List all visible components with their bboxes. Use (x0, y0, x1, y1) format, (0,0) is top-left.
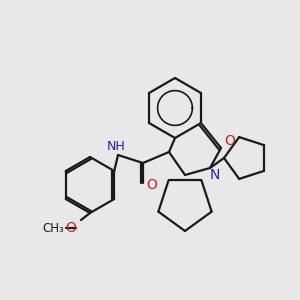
Text: O: O (147, 178, 158, 192)
Text: O: O (66, 221, 76, 235)
Text: CH₃: CH₃ (42, 221, 64, 235)
Text: N: N (210, 168, 220, 182)
Text: NH: NH (106, 140, 125, 152)
Text: O: O (225, 134, 236, 148)
